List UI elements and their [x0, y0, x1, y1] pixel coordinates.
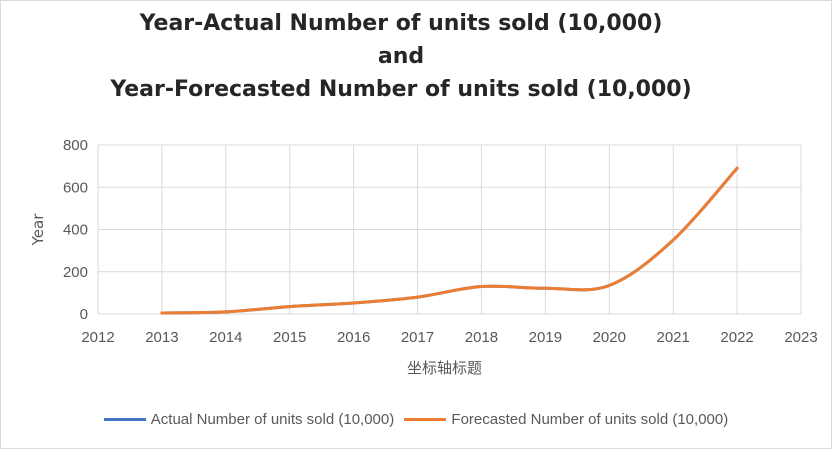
legend-item-forecast[interactable]: Forecasted Number of units sold (10,000) [404, 411, 728, 428]
x-tick-label: 2022 [720, 329, 753, 346]
legend-swatch-forecast [404, 418, 447, 421]
legend-label-actual: Actual Number of units sold (10,000) [150, 411, 395, 428]
x-axis-title: 坐标轴标题 [407, 359, 482, 377]
x-tick-label: 2017 [401, 329, 434, 346]
legend-item-actual[interactable]: Actual Number of units sold (10,000) [103, 411, 395, 428]
x-tick-label: 2018 [465, 329, 498, 346]
x-tick-label: 2015 [273, 329, 306, 346]
series-line-forecast[interactable] [160, 166, 739, 315]
x-tick-label: 2014 [209, 329, 242, 346]
x-tick-label: 2019 [529, 329, 562, 346]
y-tick-label: 800 [63, 137, 88, 154]
legend-swatch-actual [103, 418, 146, 421]
x-tick-label: 2013 [145, 329, 178, 346]
y-tick-label: 0 [80, 306, 88, 323]
x-tick-label: 2016 [337, 329, 370, 346]
legend-label-forecast: Forecasted Number of units sold (10,000) [451, 411, 729, 428]
x-tick-label: 2021 [656, 329, 689, 346]
legend: Actual Number of units sold (10,000) For… [1, 408, 831, 428]
y-axis-title: Year [29, 213, 47, 247]
x-tick-label: 2012 [81, 329, 114, 346]
x-tick-label: 2020 [593, 329, 626, 346]
y-tick-label: 200 [63, 264, 88, 281]
x-tick-labels: 2012 2013 2014 2015 2016 2017 2018 2019 2020 2021… [81, 329, 817, 346]
x-tick-label: 2023 [784, 329, 817, 346]
series-lines [160, 166, 739, 315]
gridlines [97, 144, 802, 315]
y-tick-labels: 0 200 400 600 800 [63, 137, 88, 323]
y-tick-label: 600 [63, 179, 88, 196]
y-tick-label: 400 [63, 222, 88, 239]
